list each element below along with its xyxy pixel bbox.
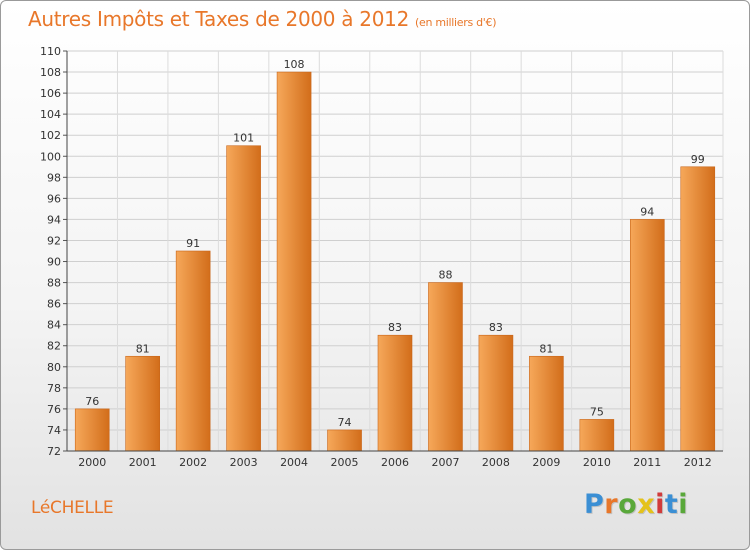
logo-letter: P: [584, 489, 605, 520]
x-tick-label: 2006: [381, 456, 409, 469]
data-label-2008: 83: [489, 321, 503, 334]
x-tick-label: 2000: [78, 456, 106, 469]
y-tick-label: 90: [47, 256, 61, 269]
bars: [74, 71, 716, 452]
y-tick-label: 100: [40, 150, 61, 163]
data-label-2006: 83: [388, 321, 402, 334]
bar-2002: [175, 250, 211, 452]
y-tick-label: 104: [40, 108, 61, 121]
bar-2001: [125, 355, 160, 452]
y-tick-label: 94: [47, 213, 61, 226]
data-label-2009: 81: [539, 342, 553, 355]
logo-letter: r: [604, 489, 619, 520]
y-tick-label: 106: [40, 87, 61, 100]
bar-2010: [579, 419, 615, 452]
y-tick-label: 82: [47, 340, 61, 353]
x-tick-label: 2012: [684, 456, 712, 469]
axes: [63, 50, 723, 452]
bar-2004: [276, 71, 312, 452]
data-label-2012: 99: [691, 153, 705, 166]
commune-name: LéCHELLE: [31, 498, 114, 518]
y-tick-label: 110: [40, 45, 61, 58]
y-tick-label: 76: [47, 403, 61, 416]
data-label-2003: 101: [233, 132, 254, 145]
data-label-2005: 74: [338, 416, 352, 429]
chart-title: Autres Impôts et Taxes de 2000 à 2012 (en…: [28, 7, 496, 31]
bar-2011: [630, 219, 665, 452]
logo-letter: i: [655, 489, 665, 520]
data-label-2000: 76: [85, 395, 99, 408]
chart-title-text: Autres Impôts et Taxes de 2000 à 2012: [28, 7, 409, 31]
x-tick-label: 2001: [129, 456, 157, 469]
y-tick-label: 98: [47, 171, 61, 184]
y-tick-label: 86: [47, 298, 61, 311]
data-label-2010: 75: [590, 405, 604, 418]
x-tick-label: 2011: [633, 456, 661, 469]
y-tick-label: 108: [40, 66, 61, 79]
x-tick-label: 2004: [280, 456, 308, 469]
y-tick-label: 74: [47, 424, 61, 437]
logo-letter: x: [637, 489, 656, 520]
data-label-2011: 94: [640, 205, 654, 218]
data-label-2004: 108: [284, 58, 305, 71]
bar-2008: [478, 334, 514, 452]
x-tick-label: 2007: [431, 456, 459, 469]
y-tick-label: 96: [47, 192, 61, 205]
bar-2006: [377, 334, 413, 452]
bar-2007: [428, 282, 463, 452]
logo-letter: o: [618, 489, 638, 520]
y-tick-label: 84: [47, 319, 61, 332]
x-tick-label: 2003: [230, 456, 258, 469]
x-tick-label: 2008: [482, 456, 510, 469]
bar-2000: [74, 408, 110, 452]
chart-subtitle: (en milliers d'€): [415, 16, 497, 29]
data-label-2002: 91: [186, 237, 200, 250]
y-tick-label: 78: [47, 382, 61, 395]
data-label-2001: 81: [136, 342, 150, 355]
y-tick-label: 88: [47, 277, 61, 290]
data-label-2007: 88: [438, 269, 452, 282]
x-tick-label: 2002: [179, 456, 207, 469]
logo-letter: i: [678, 489, 689, 520]
bar-2003: [226, 145, 261, 452]
x-tick-label: 2010: [583, 456, 611, 469]
bar-2009: [529, 355, 564, 452]
y-tick-label: 72: [47, 445, 61, 458]
logo-letter: t: [664, 489, 679, 520]
y-tick-label: 80: [47, 361, 61, 374]
proxiti-logo: Proxiti: [584, 489, 688, 520]
x-tick-label: 2009: [532, 456, 560, 469]
labels: 72 74 76 78 80 82 84 86 88 90 92 94 96 98 100 102 104 106…: [40, 45, 712, 469]
x-tick-label: 2005: [331, 456, 359, 469]
y-tick-label: 102: [40, 129, 61, 142]
y-tick-label: 92: [47, 234, 61, 247]
bar-2005: [327, 429, 362, 452]
bar-2012: [680, 166, 716, 452]
